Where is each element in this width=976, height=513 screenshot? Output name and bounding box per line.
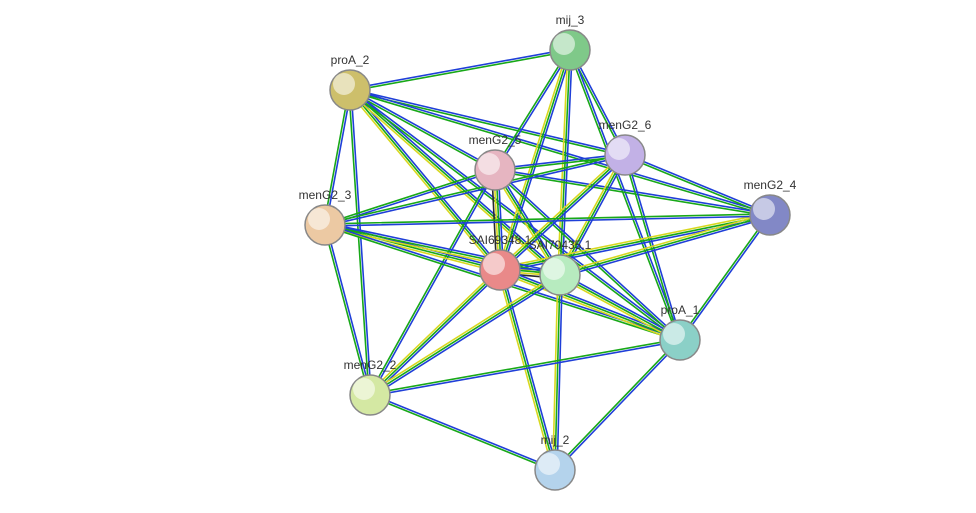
node-label: mij_3: [556, 13, 585, 27]
node-highlight: [478, 153, 500, 175]
node-highlight: [353, 378, 375, 400]
node-highlight: [543, 258, 565, 280]
edge-mij_3-proA_1: [571, 50, 681, 340]
node-label: SAI69348.1: [469, 233, 532, 247]
node-menG2_3[interactable]: menG2_3: [299, 188, 352, 245]
edge-proA_2-mij_3: [350, 51, 570, 91]
node-label: menG2_6: [599, 118, 652, 132]
node-label: menG2_5: [469, 133, 522, 147]
edge-menG2_4-SAI70435: [560, 215, 770, 275]
edge-SAI70435-menG2_2: [369, 273, 559, 393]
node-menG2_4[interactable]: menG2_4: [744, 178, 797, 235]
edge-SAI69348-proA_1: [500, 270, 680, 340]
node-label: proA_2: [331, 53, 370, 67]
node-proA_1[interactable]: proA_1: [660, 303, 700, 360]
edge-SAI69348-menG2_2: [372, 272, 502, 397]
node-mij_2[interactable]: mij_2: [535, 433, 575, 490]
edge-proA_2-mij_3: [350, 49, 570, 89]
node-label: menG2_3: [299, 188, 352, 202]
node-label: proA_1: [661, 303, 700, 317]
edge-SAI69348-proA_1: [499, 272, 679, 342]
node-highlight: [538, 453, 560, 475]
node-highlight: [753, 198, 775, 220]
edge-proA_2-menG2_2: [351, 90, 371, 395]
node-menG2_6[interactable]: menG2_6: [599, 118, 652, 175]
node-highlight: [608, 138, 630, 160]
node-highlight: [553, 33, 575, 55]
edge-proA_1-mij_2: [554, 339, 679, 469]
edge-menG2_2-mij_2: [370, 394, 555, 469]
edge-proA_2-menG2_5: [349, 91, 494, 171]
node-label: menG2_2: [344, 358, 397, 372]
edge-menG2_2-mij_2: [370, 396, 555, 471]
node-label: mij_2: [541, 433, 570, 447]
edge-menG2_6-menG2_3: [325, 154, 625, 224]
node-highlight: [663, 323, 685, 345]
network-graph: proA_2 mij_3 menG2_5 menG2_6 menG2_4 menG2_3 S…: [0, 0, 976, 513]
node-highlight: [483, 253, 505, 275]
node-mij_3[interactable]: mij_3: [550, 13, 590, 70]
node-menG2_2[interactable]: menG2_2: [344, 358, 397, 415]
node-highlight: [308, 208, 330, 230]
node-label: menG2_4: [744, 178, 797, 192]
edge-mij_3-menG2_5: [496, 51, 571, 171]
node-proA_2[interactable]: proA_2: [330, 53, 370, 110]
node-label: SAI70435.1: [529, 238, 592, 252]
node-highlight: [333, 73, 355, 95]
edge-menG2_4-SAI70435: [561, 217, 771, 277]
